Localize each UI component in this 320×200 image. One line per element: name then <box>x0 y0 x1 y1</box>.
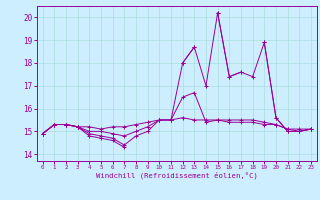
X-axis label: Windchill (Refroidissement éolien,°C): Windchill (Refroidissement éolien,°C) <box>96 172 258 179</box>
